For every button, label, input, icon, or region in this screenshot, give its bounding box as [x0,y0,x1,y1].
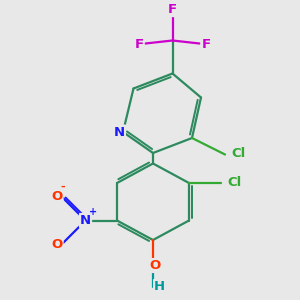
Text: N: N [80,214,91,227]
Text: O: O [150,259,161,272]
Text: Cl: Cl [231,146,246,160]
Text: F: F [168,3,177,16]
Text: O: O [51,190,63,203]
Text: +: + [89,207,97,217]
Text: F: F [202,38,211,52]
Text: O: O [51,238,63,251]
Text: -: - [61,182,65,192]
Text: H: H [154,280,165,293]
Text: N: N [114,125,125,139]
Text: Cl: Cl [227,176,241,190]
Text: F: F [134,38,143,52]
